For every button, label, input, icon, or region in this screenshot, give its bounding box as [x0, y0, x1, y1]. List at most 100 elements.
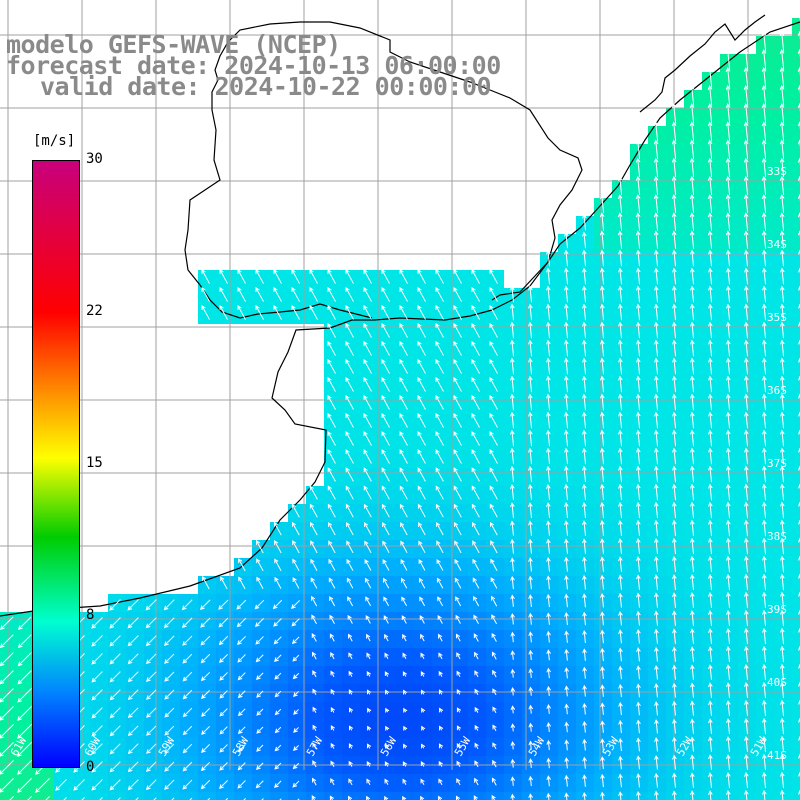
wind-arrow [671, 230, 677, 249]
wind-arrow [256, 708, 264, 716]
wind-arrow [708, 664, 713, 680]
wind-arrow [219, 762, 228, 771]
wind-arrow [617, 429, 623, 447]
model-title: modelo GEFS-WAVE (NCEP) [6, 30, 341, 59]
wind-arrow [91, 743, 103, 755]
wind-arrow [0, 742, 14, 757]
wind-arrow [455, 614, 461, 624]
wind-arrow [330, 707, 335, 713]
wind-arrow [527, 339, 533, 357]
wind-arrow [237, 304, 246, 320]
wind-arrow [109, 617, 121, 629]
wind-arrow [471, 340, 480, 356]
wind-arrow [653, 157, 659, 178]
wind-arrow [17, 724, 32, 739]
wind-arrow [779, 627, 785, 645]
wind-arrow [381, 503, 390, 518]
wind-cell [450, 792, 468, 800]
wind-arrow [761, 753, 767, 771]
wind-arrow [581, 285, 587, 303]
wind-arrow [546, 593, 551, 608]
wind-arrow [364, 540, 372, 554]
lat-label-38s: 38S [767, 530, 787, 543]
wind-arrow [653, 501, 659, 519]
wind-cell [54, 792, 72, 800]
wind-arrow [528, 775, 534, 787]
wind-arrow [671, 121, 677, 142]
wind-arrow [743, 555, 749, 573]
wind-arrow [348, 760, 353, 767]
wind-arrow [127, 617, 139, 629]
wind-arrow [291, 304, 300, 320]
wind-arrow [653, 411, 659, 429]
wind-arrow [581, 249, 587, 267]
wind-arrow [363, 376, 372, 392]
wind-arrow [510, 575, 515, 590]
wind-arrow [310, 577, 318, 589]
wind-arrow [382, 540, 390, 554]
wind-arrow [743, 139, 749, 160]
wind-arrow [635, 411, 641, 429]
wind-arrow [671, 194, 677, 213]
wind-arrow [743, 627, 749, 645]
wind-arrow [291, 636, 300, 645]
wind-arrow [635, 465, 641, 483]
wind-arrow [743, 645, 749, 663]
colorbar-tick-22: 22 [86, 303, 103, 319]
wind-arrow [127, 725, 139, 737]
wind-arrow [761, 717, 767, 735]
wind-arrow [363, 485, 372, 500]
wind-arrow [510, 741, 516, 750]
wind-arrow [546, 520, 551, 536]
wind-arrow [564, 648, 569, 661]
wind-arrow [417, 503, 426, 518]
wind-arrow [109, 635, 121, 647]
wind-arrow [582, 629, 587, 644]
wind-arrow [330, 777, 335, 786]
wind-arrow [599, 520, 605, 536]
wind-arrow [456, 707, 462, 713]
wind-arrow [237, 744, 246, 753]
wind-arrow [219, 780, 228, 789]
wind-arrow [653, 230, 659, 249]
wind-arrow [384, 671, 390, 677]
wind-arrow [617, 321, 623, 339]
wind-arrow [707, 249, 713, 267]
wind-arrow [761, 501, 767, 519]
wind-arrow [743, 609, 749, 627]
wind-arrow [0, 616, 14, 631]
wind-arrow [761, 681, 767, 699]
wind-arrow [617, 501, 623, 519]
wind-arrow [671, 103, 677, 124]
wind-arrow [581, 429, 587, 447]
wind-arrow [689, 85, 695, 106]
wind-arrow [417, 467, 426, 482]
wind-arrow [219, 654, 228, 663]
wind-arrow [127, 635, 139, 647]
wind-arrow [510, 557, 515, 572]
wind-cell [306, 792, 324, 800]
wind-arrow [171, 797, 175, 800]
wind-arrow [599, 483, 605, 501]
wind-arrow [725, 285, 731, 303]
wind-arrow [363, 413, 372, 428]
wind-arrow [363, 449, 372, 464]
wind-arrow [384, 778, 389, 786]
wind-arrow [761, 194, 767, 213]
wind-arrow [654, 772, 659, 788]
wind-arrow [91, 653, 103, 665]
wind-arrow [545, 483, 551, 501]
wind-arrow [435, 268, 444, 284]
wind-arrow [617, 411, 623, 429]
wind-arrow [489, 413, 498, 428]
wind-cell [288, 792, 306, 800]
coastline [0, 21, 800, 617]
wind-arrow [491, 777, 497, 786]
wind-arrow [509, 393, 515, 411]
wind-arrow [600, 629, 605, 644]
wind-arrow [761, 121, 767, 142]
wind-arrow [653, 194, 659, 213]
wind-arrow [725, 411, 731, 429]
wind-arrow [635, 249, 641, 267]
wind-arrow [489, 503, 498, 518]
